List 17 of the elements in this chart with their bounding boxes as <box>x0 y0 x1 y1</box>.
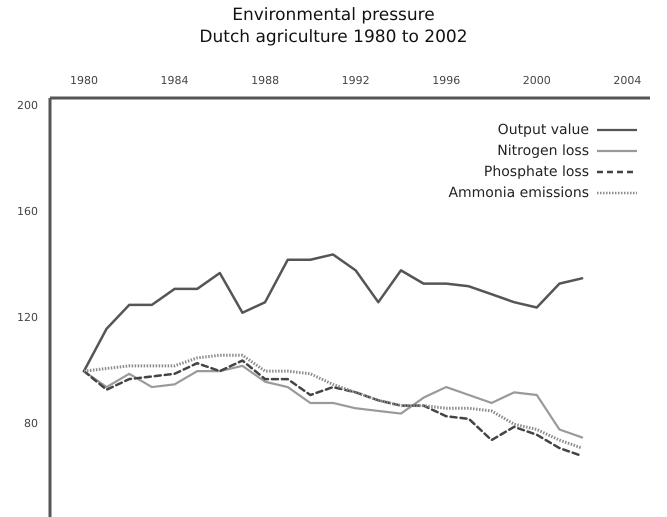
legend-label: Nitrogen loss <box>497 142 589 159</box>
x-tick-label: 1984 <box>160 74 189 87</box>
x-tick-label: 1996 <box>432 74 460 87</box>
legend-label: Phosphate loss <box>484 164 589 180</box>
y-tick-label: 80 <box>24 417 38 430</box>
x-tick-label: 1992 <box>342 74 370 87</box>
chart-title: Environmental pressure Dutch agriculture 1980 to 2002 <box>199 5 468 47</box>
y-tick-label: 160 <box>17 205 38 218</box>
legend-label: Ammonia emissions <box>448 184 589 201</box>
x-tick-label: 2004 <box>613 74 642 87</box>
x-tick-label: 1988 <box>251 74 280 87</box>
x-tick-label: 1980 <box>70 74 98 87</box>
legend-label: Output value <box>498 122 589 138</box>
y-tick-label: 200 <box>17 98 38 112</box>
x-tick-label: 2000 <box>522 74 551 87</box>
line-series <box>82 253 584 372</box>
y-tick-label: 120 <box>17 311 38 324</box>
